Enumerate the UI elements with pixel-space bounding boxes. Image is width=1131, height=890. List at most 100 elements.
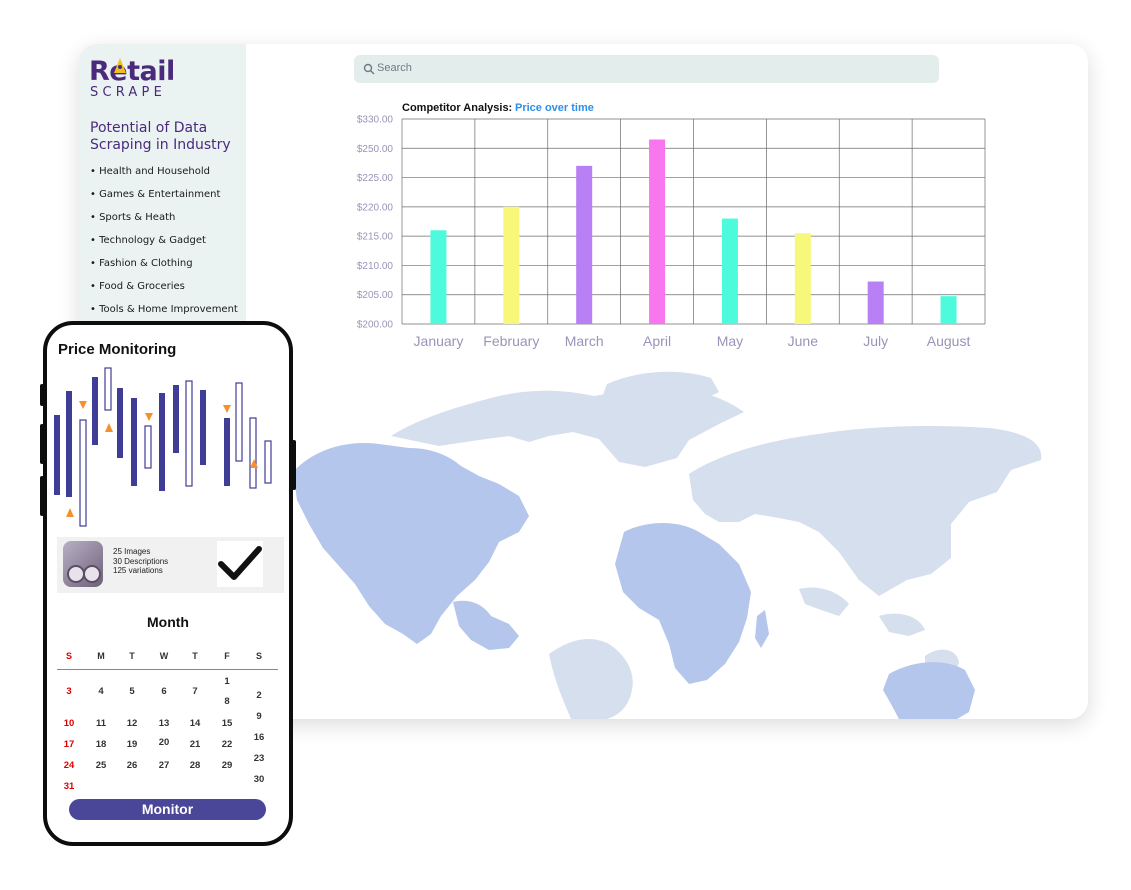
search-bar[interactable]: Search [354, 55, 939, 83]
descriptions-count: 30 Descriptions [113, 556, 169, 566]
candle [92, 377, 98, 445]
chart-subtitle: Price over time [515, 102, 594, 114]
calendar-date[interactable]: 27 [158, 760, 170, 771]
phone-title: Price Monitoring [58, 341, 177, 358]
y-tick-label: $210.00 [357, 261, 394, 272]
industry-list: • Health and Household • Games & Enterta… [90, 165, 238, 326]
candle [117, 388, 123, 458]
calendar-date[interactable]: 7 [192, 686, 198, 697]
x-tick-label: January [414, 333, 464, 349]
candle [173, 385, 179, 453]
x-tick-label: February [483, 333, 539, 349]
candle [104, 367, 112, 411]
logo-mark-icon [114, 58, 126, 73]
chart-bar [649, 139, 666, 324]
calendar-date[interactable]: 29 [221, 760, 233, 771]
calendar: S M T W T F S 3 4 5 6 7 1 8 2 10 11 12 13 14 15 9 17 18 1… [47, 325, 289, 842]
calendar-date[interactable]: 18 [95, 739, 107, 750]
calendar-date[interactable]: 28 [189, 760, 201, 771]
industry-item[interactable]: • Technology & Gadget [90, 235, 206, 246]
sidebar-title: Potential of Data Scraping in Industry [90, 120, 231, 153]
chart-bar [503, 206, 520, 324]
calendar-date[interactable]: 10 [63, 718, 75, 729]
calendar-date[interactable]: 23 [253, 753, 265, 764]
logo-wordmark: Retail [89, 56, 175, 87]
world-map [293, 371, 1042, 719]
chart-bar [867, 281, 884, 324]
calendar-date[interactable]: 17 [63, 739, 75, 750]
chart-bar [940, 296, 957, 324]
phone-side-button [40, 476, 44, 516]
weekday-header: F [224, 651, 230, 661]
candle [200, 390, 206, 465]
calendar-date[interactable]: 9 [256, 711, 262, 722]
calendar-date[interactable]: 16 [253, 732, 265, 743]
chart-bar [576, 165, 593, 324]
candle [235, 382, 243, 462]
y-tick-label: $215.00 [357, 232, 394, 243]
calendar-divider [57, 669, 278, 670]
candle [79, 419, 87, 527]
candle [66, 391, 72, 497]
calendar-month-label: Month [147, 614, 189, 630]
calendar-date[interactable]: 22 [221, 739, 233, 750]
search-placeholder: Search [377, 62, 412, 74]
y-tick-label: $205.00 [357, 290, 394, 301]
calendar-date[interactable]: 8 [224, 696, 230, 707]
calendar-date[interactable]: 14 [184, 715, 206, 733]
calendar-date[interactable]: 30 [253, 774, 265, 785]
price-chart: Competitor Analysis: Price over time $33… [357, 102, 986, 349]
calendar-date[interactable]: 11 [95, 718, 107, 729]
y-tick-label: $220.00 [357, 202, 394, 213]
calendar-date[interactable]: 31 [63, 781, 75, 792]
x-tick-label: March [565, 333, 604, 349]
monitor-button[interactable]: Monitor [69, 799, 266, 820]
retailscrape-logo: Retail SCRAPE [89, 58, 239, 102]
industry-item[interactable]: • Fashion & Clothing [90, 258, 193, 269]
candlestick-chart [54, 367, 272, 527]
industry-item[interactable]: • Sports & Heath [90, 212, 176, 223]
weekday-header: T [192, 651, 198, 661]
industry-item[interactable]: • Health and Household [90, 166, 211, 177]
calendar-date[interactable]: 20 [158, 737, 170, 748]
candle [131, 398, 137, 486]
calendar-date[interactable]: 24 [63, 760, 75, 771]
calendar-date[interactable]: 26 [126, 760, 138, 771]
calendar-date[interactable]: 6 [161, 686, 167, 697]
weekday-header: M [97, 651, 105, 661]
candle [54, 415, 60, 495]
candle [264, 440, 272, 484]
down-arrow-icon [223, 405, 231, 413]
earbud [83, 565, 101, 583]
calendar-date[interactable]: 3 [66, 686, 72, 697]
map-highlight-continents [293, 443, 975, 719]
x-tick-label: June [788, 333, 819, 349]
calendar-date[interactable]: 4 [90, 683, 112, 701]
industry-item[interactable]: • Games & Entertainment [90, 189, 221, 200]
weekday-header: S [255, 651, 262, 661]
chart-bar [430, 230, 447, 324]
up-arrow-icon [66, 508, 74, 517]
chart-title: Competitor Analysis: [402, 102, 512, 114]
calendar-date[interactable]: 13 [158, 718, 170, 729]
candle [249, 417, 257, 489]
map-base-continents [391, 371, 1042, 719]
search-icon [363, 63, 375, 75]
weekday-header: W [159, 651, 169, 661]
x-tick-label: May [717, 333, 743, 349]
calendar-date[interactable]: 12 [126, 718, 138, 729]
industry-item[interactable]: • Tools & Home Improvement [90, 304, 238, 315]
up-arrow-icon [105, 423, 113, 432]
calendar-date[interactable]: 21 [189, 739, 201, 750]
down-arrow-icon [145, 413, 153, 421]
calendar-date[interactable]: 25 [95, 760, 107, 771]
calendar-date[interactable]: 19 [126, 739, 138, 750]
calendar-date[interactable]: 15 [221, 718, 233, 729]
calendar-date[interactable]: 5 [129, 686, 135, 697]
product-card[interactable]: 25 Images 30 Descriptions 125 variations [57, 537, 284, 593]
calendar-date[interactable]: 2 [256, 690, 262, 701]
calendar-date[interactable]: 1 [224, 676, 230, 687]
industry-item[interactable]: • Food & Groceries [90, 281, 185, 292]
x-tick-label: August [927, 333, 971, 349]
x-tick-label: July [863, 333, 888, 349]
